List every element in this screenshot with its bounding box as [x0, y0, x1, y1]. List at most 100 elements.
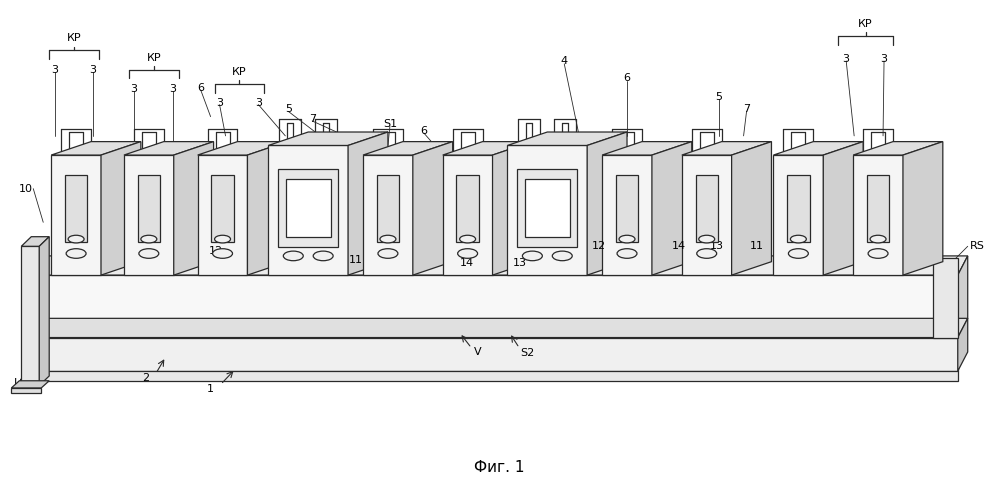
Polygon shape [602, 142, 691, 155]
Text: 4: 4 [560, 57, 567, 67]
Text: 3: 3 [880, 54, 887, 64]
Polygon shape [198, 142, 288, 155]
Text: 12: 12 [209, 246, 223, 256]
Polygon shape [21, 246, 39, 385]
Polygon shape [681, 142, 771, 155]
Circle shape [215, 235, 231, 243]
Circle shape [380, 235, 396, 243]
Circle shape [619, 235, 635, 243]
Polygon shape [731, 142, 771, 275]
Polygon shape [363, 142, 453, 155]
Polygon shape [773, 155, 823, 275]
Text: LS: LS [14, 378, 28, 388]
Circle shape [314, 251, 333, 261]
Text: 11: 11 [349, 255, 363, 265]
Text: 6: 6 [623, 73, 630, 83]
Polygon shape [413, 142, 453, 275]
Circle shape [66, 249, 86, 258]
Text: КР: КР [67, 33, 82, 43]
Text: 3: 3 [255, 98, 262, 108]
Bar [695, 175, 718, 242]
Text: 2: 2 [142, 373, 150, 384]
Text: 14: 14 [460, 258, 474, 268]
Polygon shape [853, 142, 943, 155]
Text: 3: 3 [169, 84, 176, 94]
Bar [524, 179, 569, 237]
Polygon shape [29, 318, 968, 338]
Polygon shape [51, 142, 141, 155]
Circle shape [696, 249, 716, 258]
Circle shape [141, 235, 157, 243]
Text: 3: 3 [216, 98, 223, 108]
Text: 1: 1 [207, 384, 214, 395]
Text: 11: 11 [749, 242, 763, 251]
Polygon shape [124, 155, 174, 275]
Text: 7: 7 [743, 104, 750, 114]
Text: 6: 6 [421, 126, 428, 136]
Polygon shape [363, 155, 413, 275]
Text: 3: 3 [52, 65, 59, 74]
Text: 13: 13 [709, 242, 723, 251]
Text: 3: 3 [843, 54, 850, 64]
Text: 3: 3 [131, 84, 138, 94]
Polygon shape [587, 132, 627, 275]
Polygon shape [652, 142, 691, 275]
Text: 14: 14 [671, 242, 686, 251]
Circle shape [378, 249, 398, 258]
Polygon shape [853, 155, 903, 275]
Polygon shape [903, 142, 943, 275]
Polygon shape [507, 132, 627, 145]
Polygon shape [21, 237, 49, 246]
Text: Фиг. 1: Фиг. 1 [475, 460, 524, 475]
Circle shape [284, 251, 304, 261]
Polygon shape [11, 388, 41, 393]
Text: RS: RS [970, 242, 985, 251]
Circle shape [870, 235, 886, 243]
Circle shape [790, 235, 806, 243]
Polygon shape [269, 145, 348, 275]
Polygon shape [269, 132, 388, 145]
Polygon shape [933, 258, 958, 338]
Text: КР: КР [232, 67, 247, 77]
Polygon shape [174, 142, 214, 275]
Polygon shape [348, 132, 388, 275]
Polygon shape [823, 142, 863, 275]
Circle shape [522, 251, 542, 261]
Bar [457, 175, 479, 242]
Polygon shape [29, 371, 958, 381]
Text: КР: КР [147, 53, 161, 63]
Polygon shape [29, 338, 958, 371]
Circle shape [139, 249, 159, 258]
Circle shape [460, 235, 476, 243]
Circle shape [213, 249, 233, 258]
Bar [279, 169, 338, 247]
Polygon shape [29, 256, 968, 275]
Text: 12: 12 [592, 242, 606, 251]
Circle shape [788, 249, 808, 258]
Circle shape [68, 235, 84, 243]
Text: 10: 10 [19, 184, 33, 194]
Polygon shape [39, 237, 49, 385]
Bar [65, 175, 87, 242]
Circle shape [868, 249, 888, 258]
Text: 5: 5 [715, 92, 722, 102]
Text: 3: 3 [90, 65, 97, 74]
Text: S2: S2 [520, 348, 534, 358]
Bar [212, 175, 234, 242]
Text: S1: S1 [383, 119, 397, 129]
Polygon shape [124, 142, 214, 155]
Bar [138, 175, 160, 242]
Polygon shape [507, 145, 587, 275]
Polygon shape [958, 256, 968, 338]
Text: КР: КР [858, 19, 873, 29]
Polygon shape [958, 318, 968, 371]
Polygon shape [602, 155, 652, 275]
Polygon shape [681, 155, 731, 275]
Circle shape [698, 235, 714, 243]
Bar [377, 175, 400, 242]
Circle shape [458, 249, 478, 258]
Bar [787, 175, 809, 242]
Text: 5: 5 [285, 104, 292, 114]
Text: 7: 7 [309, 114, 316, 124]
Bar [615, 175, 638, 242]
